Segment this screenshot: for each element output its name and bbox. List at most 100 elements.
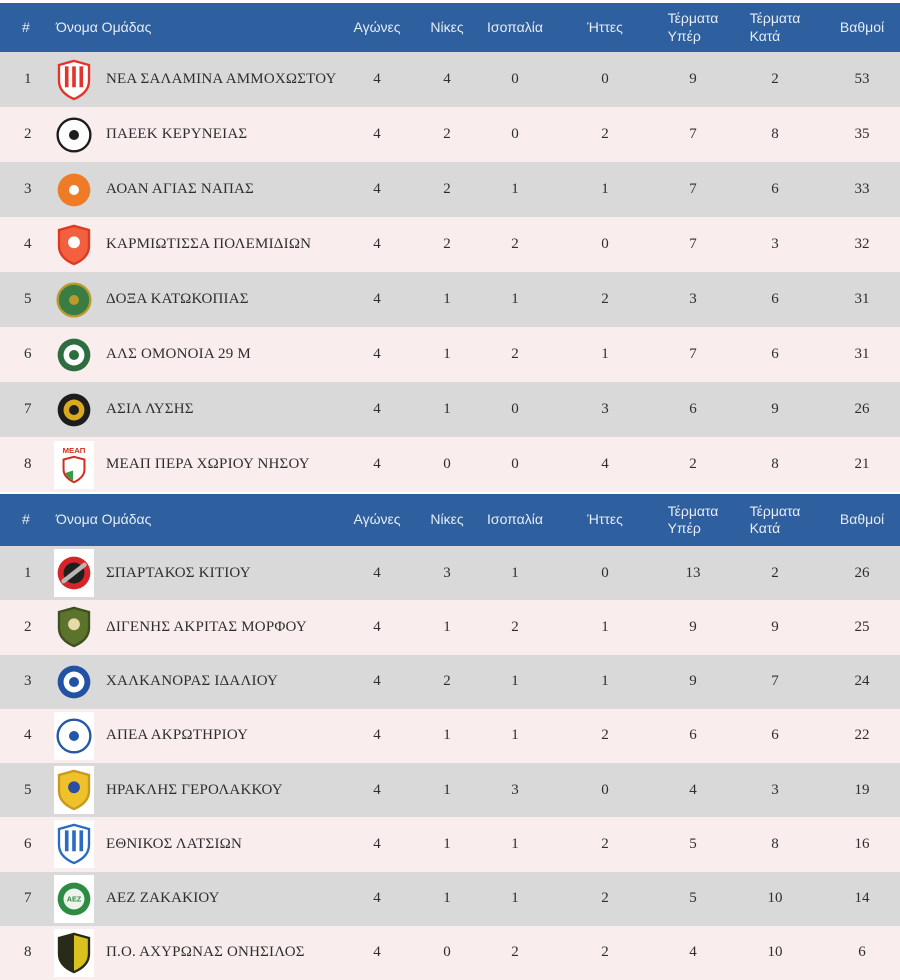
rank-cell: 7 [24,890,32,907]
team-name: ΠΑΕΕΚ ΚΕΡΥΝΕΙΑΣ [106,126,248,142]
stat-points: 24 [854,673,870,690]
table-row[interactable]: 2 ΔΙΓΕΝΗΣ ΑΚΡΙΤΑΣ ΜΟΡΦΟΥ 4 1 2 1 9 9 25 [0,600,900,655]
rank-cell: 5 [24,781,32,798]
table-row[interactable]: 7 ΑΣΙΛ ΛΥΣΗΣ 4 1 0 3 6 9 26 [0,382,900,437]
stat-games: 4 [373,835,381,852]
rank-cell: 2 [24,618,32,635]
column-header-goals-for: Τέρματα Υπέρ [660,503,726,538]
table-row[interactable]: 1 ΝΕΑ ΣΑΛΑΜΙΝΑ ΑΜΜΟΧΩΣΤΟΥ 4 4 0 0 9 2 53 [0,52,900,107]
stat-games: 4 [373,236,381,252]
stat-wins: 2 [443,126,451,142]
column-header-label: Αγώνες [353,18,401,35]
team-cell: ΧΑΛΚΑΝΟΡΑΣ ΙΔΑΛΙΟΥ [50,658,340,706]
team-cell: ΕΘΝΙΚΟΣ ΛΑΤΣΙΩΝ [50,820,340,869]
stat-points: 22 [854,727,870,744]
column-header-label: Νίκες [430,511,464,528]
stat-losses: 2 [601,126,609,142]
stat-losses: 1 [601,181,609,197]
team-cell: ΗΡΑΚΛΗΣ ΓΕΡΟΛΑΚΚΟΥ [50,766,340,815]
stat-games: 4 [373,71,381,87]
table-row[interactable]: 4 ΚΑΡΜΙΩΤΙΣΣΑ ΠΟΛΕΜΙΔΙΩΝ 4 2 2 0 7 3 32 [0,217,900,272]
team-cell: ΑΛΣ ΟΜΟΝΟΙΑ 29 Μ [50,331,340,379]
achyronas-crest-icon [54,928,94,977]
stat-losses: 2 [601,835,609,852]
column-header-games: Αγώνες [340,511,414,529]
column-header-points: Βαθμοί [824,19,900,37]
stat-games: 4 [373,456,381,472]
column-header-rank: # [22,511,30,528]
team-cell: ΑΣΙΛ ΛΥΣΗΣ [50,386,340,434]
team-name: Π.Ο. ΑΧΥΡΩΝΑΣ ΟΝΗΣΙΛΟΣ [106,944,305,961]
rank-cell: 6 [24,835,32,852]
rank-cell: 5 [24,291,32,307]
stat-wins: 2 [443,673,451,690]
stat-goals-for: 4 [689,781,697,798]
table-row[interactable]: 6 ΑΛΣ ΟΜΟΝΟΙΑ 29 Μ 4 1 2 1 7 6 31 [0,327,900,382]
table-row[interactable]: 1 ΣΠΑΡΤΑΚΟΣ ΚΙΤΙΟΥ 4 3 1 0 13 2 26 [0,546,900,601]
stat-draws: 1 [511,564,519,581]
table-row[interactable]: 4 ΑΠΕΑ ΑΚΡΩΤΗΡΙΟΥ 4 1 1 2 6 6 22 [0,708,900,763]
stat-points: 31 [854,346,870,362]
team-cell: ΔΟΞΑ ΚΑΤΩΚΟΠΙΑΣ [50,276,340,324]
stat-goals-for: 3 [689,291,697,307]
stat-goals-for: 13 [685,564,701,581]
table-row[interactable]: 7 ΑΕΖ ΑΕΖ ΖΑΚΑΚΙΟΥ 4 1 1 2 5 10 14 [0,871,900,926]
table-header-row: # Όνομα Ομάδας Αγώνες Νίκες Ισοπαλία Ήττ… [0,494,900,546]
stat-points: 16 [854,835,870,852]
stat-draws: 1 [511,181,519,197]
svg-text:ΜΕΑΠ: ΜΕΑΠ [63,446,86,455]
stat-goals-for: 5 [689,835,697,852]
stat-points: 26 [854,564,870,581]
stat-games: 4 [373,126,381,142]
table-row[interactable]: 8 ΜΕΑΠ ΜΕΑΠ ΠΕΡΑ ΧΩΡΙΟΥ ΝΗΣΟΥ 4 0 0 4 2 8 21 [0,437,900,492]
table-row[interactable]: 8 Π.Ο. ΑΧΥΡΩΝΑΣ ΟΝΗΣΙΛΟΣ 4 0 2 2 4 10 6 [0,925,900,980]
apea-crest-icon [54,711,94,760]
column-header-losses: Ήττες [550,511,660,529]
stat-goals-against: 3 [771,236,779,252]
stat-goals-against: 8 [771,456,779,472]
table-row[interactable]: 2 ΠΑΕΕΚ ΚΕΡΥΝΕΙΑΣ 4 2 0 2 7 8 35 [0,107,900,162]
omonoia-29m-crest-icon [54,331,94,379]
column-header-label: Ήττες [587,511,623,528]
table-row[interactable]: 5 ΗΡΑΚΛΗΣ ΓΕΡΟΛΑΚΚΟΥ 4 1 3 0 4 3 19 [0,763,900,818]
column-header-label: Αγώνες [353,511,401,528]
column-header-goals-for: Τέρματα Υπέρ [660,10,726,45]
stat-points: 32 [854,236,870,252]
stat-goals-for: 6 [689,401,697,417]
table-row[interactable]: 3 ΑΟΑΝ ΑΓΙΑΣ ΝΑΠΑΣ 4 2 1 1 7 6 33 [0,162,900,217]
table-row[interactable]: 3 ΧΑΛΚΑΝΟΡΑΣ ΙΔΑΛΙΟΥ 4 2 1 1 9 7 24 [0,654,900,709]
table-row[interactable]: 5 ΔΟΞΑ ΚΑΤΩΚΟΠΙΑΣ 4 1 1 2 3 6 31 [0,272,900,327]
stat-goals-against: 8 [771,126,779,142]
stat-losses: 2 [601,291,609,307]
stat-draws: 1 [511,673,519,690]
table-body: 1 ΣΠΑΡΤΑΚΟΣ ΚΙΤΙΟΥ 4 3 1 0 13 2 26 2 ΔΙΓΕΝΗΣ ΑΚΡΙΤ… [0,546,900,980]
column-header-label: Τέρματα Υπέρ [667,502,719,537]
team-cell: ΜΕΑΠ ΜΕΑΠ ΠΕΡΑ ΧΩΡΙΟΥ ΝΗΣΟΥ [50,440,340,489]
stat-goals-against: 9 [771,618,779,635]
stat-goals-against: 6 [771,727,779,744]
team-name: ΝΕΑ ΣΑΛΑΜΙΝΑ ΑΜΜΟΧΩΣΤΟΥ [106,71,337,87]
stat-draws: 0 [511,126,519,142]
team-name: ΔΟΞΑ ΚΑΤΩΚΟΠΙΑΣ [106,291,249,307]
table-row[interactable]: 6 ΕΘΝΙΚΟΣ ΛΑΤΣΙΩΝ 4 1 1 2 5 8 16 [0,817,900,872]
meap-crest-icon: ΜΕΑΠ [54,440,94,489]
stat-losses: 2 [601,890,609,907]
stat-goals-for: 7 [689,236,697,252]
spartakos-crest-icon [54,549,94,598]
rank-cell: 3 [24,673,32,690]
column-header-goals-against: Τέρματα Κατά [726,10,824,45]
stat-draws: 1 [511,291,519,307]
column-header-label: Τέρματα Κατά [749,502,801,537]
stat-wins: 1 [443,401,451,417]
column-header-team: Όνομα Ομάδας [56,18,152,35]
column-header-points: Βαθμοί [824,511,900,529]
stat-wins: 1 [443,291,451,307]
team-name: ΑΣΙΛ ΛΥΣΗΣ [106,401,194,417]
stat-points: 25 [854,618,870,635]
rank-cell: 8 [24,456,32,472]
stat-games: 4 [373,781,381,798]
stat-losses: 0 [601,564,609,581]
rank-cell: 6 [24,346,32,362]
stat-losses: 0 [601,781,609,798]
